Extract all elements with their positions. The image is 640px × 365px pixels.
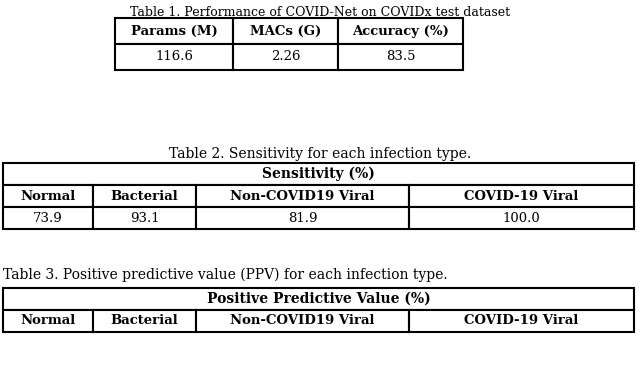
Text: 116.6: 116.6 (155, 50, 193, 64)
Text: COVID-19 Viral: COVID-19 Viral (464, 315, 579, 327)
Bar (196, 185, 409, 207)
Bar (115, 44, 233, 70)
Bar (3, 185, 93, 207)
Bar (196, 207, 409, 229)
Text: Table 1. Performance of COVID-Net on COVIDx test dataset: Table 1. Performance of COVID-Net on COV… (130, 6, 510, 19)
Text: Params (M): Params (M) (131, 24, 218, 38)
Text: 81.9: 81.9 (288, 211, 317, 224)
Bar (338, 18, 463, 44)
Text: 73.9: 73.9 (33, 211, 63, 224)
Text: Table 3. Positive predictive value (PPV) for each infection type.: Table 3. Positive predictive value (PPV)… (3, 268, 447, 283)
Bar (93, 310, 196, 332)
Bar (409, 185, 634, 207)
Text: Bacterial: Bacterial (111, 189, 179, 203)
Bar (409, 310, 634, 332)
Bar (3, 207, 93, 229)
Text: Normal: Normal (20, 315, 76, 327)
Text: Normal: Normal (20, 189, 76, 203)
Text: Accuracy (%): Accuracy (%) (352, 24, 449, 38)
Bar (338, 44, 463, 70)
Text: COVID-19 Viral: COVID-19 Viral (464, 189, 579, 203)
Text: 2.26: 2.26 (271, 50, 300, 64)
Bar (115, 18, 233, 44)
Text: MACs (G): MACs (G) (250, 24, 321, 38)
Text: Positive Predictive Value (%): Positive Predictive Value (%) (207, 292, 430, 306)
Bar (3, 310, 93, 332)
Text: Table 2. Sensitivity for each infection type.: Table 2. Sensitivity for each infection … (169, 147, 471, 161)
Bar (93, 185, 196, 207)
Bar (93, 207, 196, 229)
Text: 83.5: 83.5 (386, 50, 415, 64)
Text: 100.0: 100.0 (502, 211, 540, 224)
Text: Non-COVID19 Viral: Non-COVID19 Viral (230, 189, 375, 203)
Bar (409, 207, 634, 229)
Bar (233, 44, 338, 70)
Text: Non-COVID19 Viral: Non-COVID19 Viral (230, 315, 375, 327)
Bar (3, 163, 634, 185)
Bar (196, 310, 409, 332)
Bar (233, 18, 338, 44)
Bar (3, 288, 634, 310)
Text: Sensitivity (%): Sensitivity (%) (262, 167, 375, 181)
Text: Bacterial: Bacterial (111, 315, 179, 327)
Text: 93.1: 93.1 (130, 211, 159, 224)
